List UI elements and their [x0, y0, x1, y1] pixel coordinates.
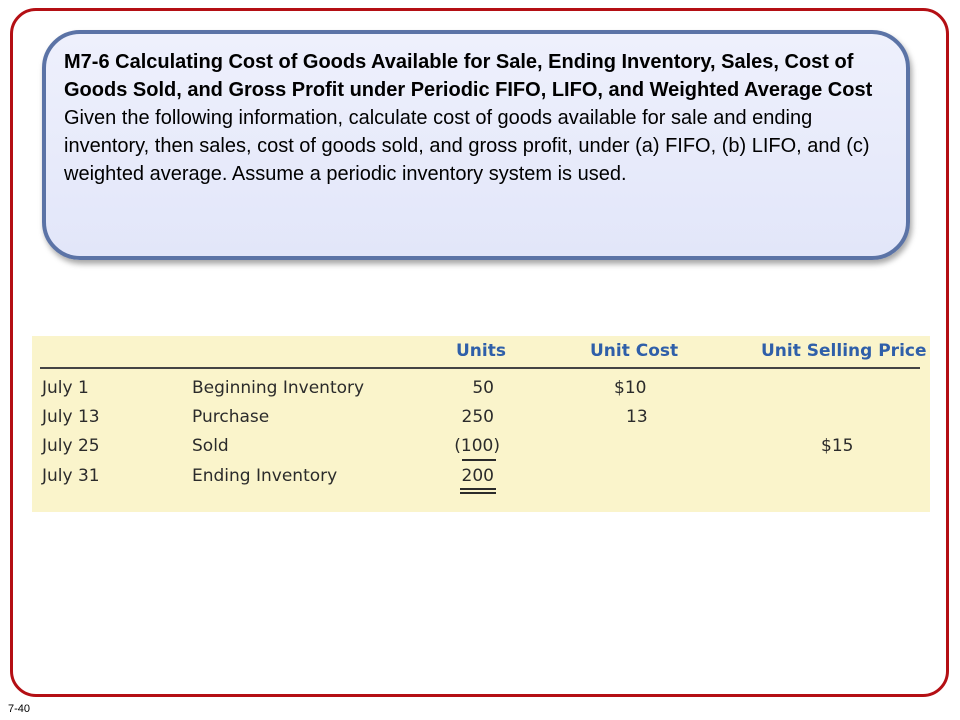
problem-title: M7-6 Calculating Cost of Goods Available…	[64, 51, 873, 101]
total-double-underline-bottom	[460, 492, 496, 494]
inventory-data-table: Units Unit Cost Unit Selling Price July …	[32, 336, 930, 512]
row-3-units: (100)	[454, 436, 500, 456]
row-1-unit-cost: $10	[614, 378, 647, 398]
row-4-units: 200	[461, 466, 494, 486]
row-4-date: July 31	[42, 466, 100, 486]
row-1-date: July 1	[42, 378, 89, 398]
subtotal-underline	[462, 459, 496, 461]
row-4-description: Ending Inventory	[192, 466, 338, 486]
header-units: Units	[456, 341, 506, 361]
slide-number: 7-40	[8, 703, 31, 715]
problem-statement-box: M7-6 Calculating Cost of Goods Available…	[42, 30, 910, 260]
total-double-underline-top	[460, 488, 496, 490]
row-3-date: July 25	[42, 436, 100, 456]
row-3-unit-selling-price: $15	[821, 436, 854, 456]
row-2-date: July 13	[42, 407, 100, 427]
row-3-description: Sold	[192, 436, 229, 456]
row-2-description: Purchase	[192, 407, 270, 427]
header-rule	[40, 367, 920, 369]
problem-text: Given the following information, calcula…	[64, 107, 870, 185]
row-1-description: Beginning Inventory	[192, 378, 365, 398]
header-unit-cost: Unit Cost	[590, 341, 679, 361]
row-2-units: 250	[461, 407, 494, 427]
header-unit-selling-price: Unit Selling Price	[761, 341, 927, 361]
row-1-units: 50	[472, 378, 494, 398]
row-2-unit-cost: 13	[626, 407, 648, 427]
